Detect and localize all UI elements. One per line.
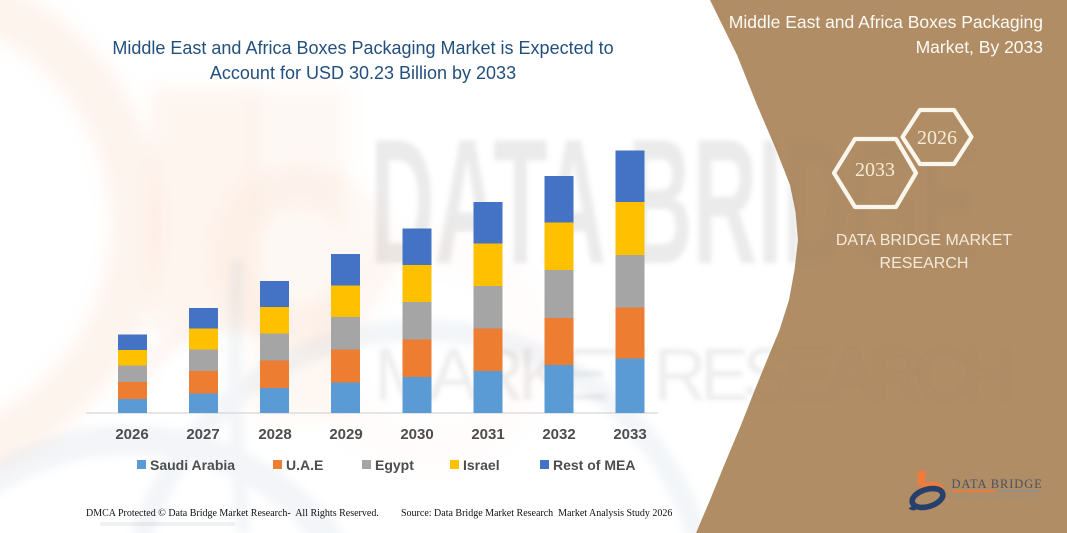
svg-text:MARKET RESEARCH: MARKET RESEARCH bbox=[374, 333, 1016, 416]
svg-text:DATA BRIDGE: DATA BRIDGE bbox=[370, 102, 977, 301]
svg-text:DATA BRIDGE: DATA BRIDGE bbox=[952, 477, 1043, 491]
svg-text:DATA BRIDGE: DATA BRIDGE bbox=[370, 102, 977, 301]
svg-text:MARKET RESEARCH: MARKET RESEARCH bbox=[953, 495, 1037, 501]
svg-text:MARKET RESEARCH: MARKET RESEARCH bbox=[374, 333, 1016, 416]
